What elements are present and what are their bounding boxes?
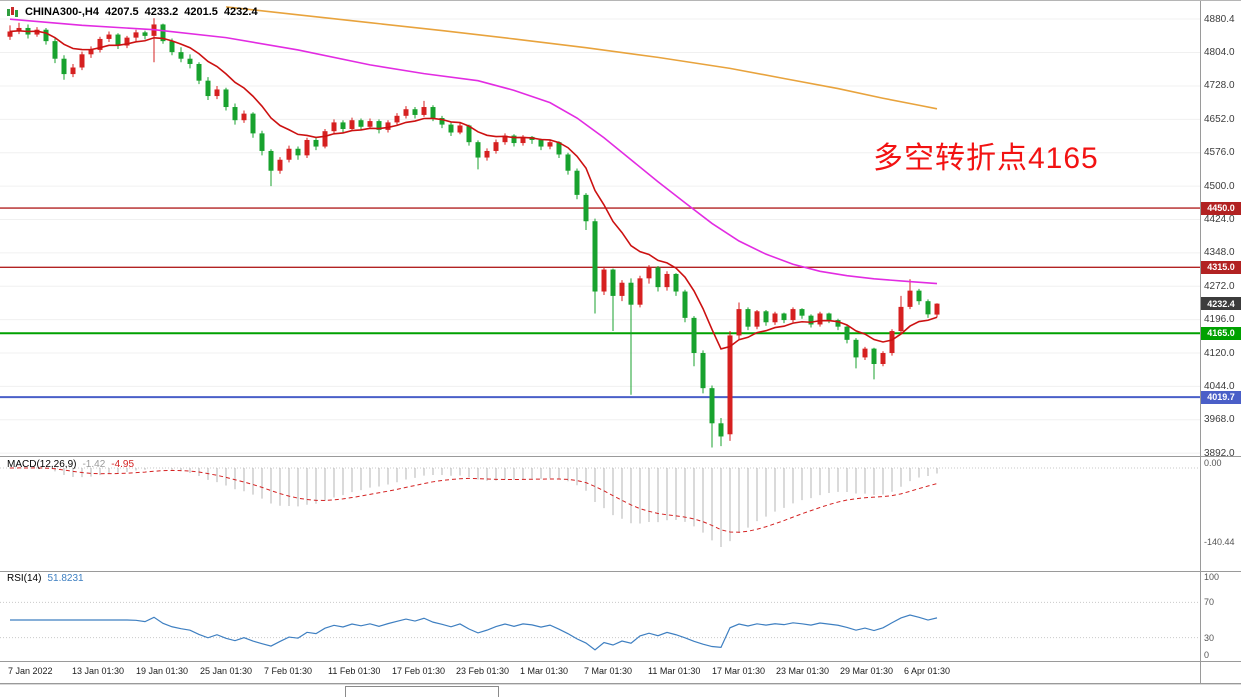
ma-long-orange bbox=[225, 6, 938, 110]
symbol-legend: CHINA300-,H4 4207.5 4233.2 4201.5 4232.4 bbox=[7, 6, 258, 18]
scrollbar-thumb[interactable] bbox=[345, 686, 499, 697]
macd-main-value: -1.42 bbox=[82, 459, 106, 470]
price-axis[interactable] bbox=[1201, 1, 1241, 683]
symbol-name: CHINA300-,H4 bbox=[25, 6, 99, 18]
rsi-line bbox=[10, 614, 938, 651]
rsi-name: RSI(14) bbox=[7, 573, 42, 584]
chart-icon bbox=[7, 6, 18, 17]
ohlc-close: 4232.4 bbox=[223, 6, 258, 18]
macd-signal-value: -4.95 bbox=[111, 459, 135, 470]
annotation-text: 多空转折点4165 bbox=[873, 142, 1099, 175]
ma-short-red bbox=[9, 30, 938, 350]
ohlc-open: 4207.5 bbox=[104, 6, 139, 18]
ohlc-low: 4201.5 bbox=[184, 6, 218, 18]
ma-medium-magenta bbox=[9, 18, 938, 285]
candlestick-series bbox=[7, 18, 940, 448]
macd-signal-line bbox=[9, 467, 938, 533]
macd-histogram bbox=[18, 467, 938, 547]
macd-name: MACD(12,26,9) bbox=[7, 459, 77, 470]
ohlc-high: 4233.2 bbox=[144, 6, 179, 18]
rsi-legend: RSI(14) 51.8231 bbox=[7, 573, 84, 584]
rsi-value: 51.8231 bbox=[47, 573, 84, 584]
time-axis[interactable] bbox=[0, 662, 1200, 682]
macd-legend: MACD(12,26,9) -1.42 -4.95 bbox=[7, 459, 134, 470]
horizontal-scrollbar[interactable] bbox=[0, 684, 1241, 697]
